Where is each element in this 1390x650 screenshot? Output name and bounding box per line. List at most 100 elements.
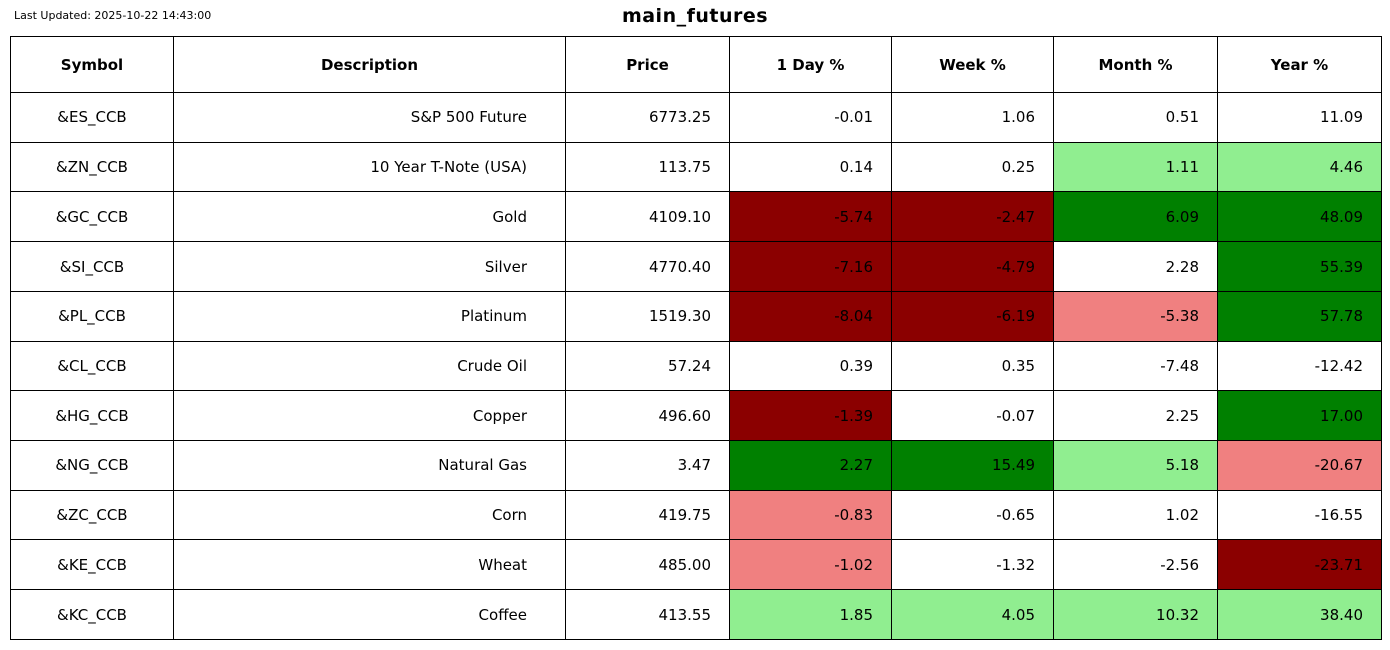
pct-cell-year: -23.71 [1217, 539, 1382, 591]
table-row: &SI_CCB Silver 4770.40 -7.16 -4.79 2.28 55.39 [10, 241, 1382, 292]
pct-cell-week: 4.05 [891, 589, 1054, 640]
price-cell: 57.24 [565, 340, 730, 392]
symbol-cell: &NG_CCB [10, 440, 174, 491]
pct-cell-month: -2.56 [1053, 539, 1218, 591]
pct-cell-year: 4.46 [1217, 141, 1382, 193]
price-cell: 6773.25 [565, 92, 730, 143]
pct-cell-year: 17.00 [1217, 390, 1382, 442]
pct-cell-week: -2.47 [891, 191, 1054, 243]
table-row: &ZC_CCB Corn 419.75 -0.83 -0.65 1.02 -16.55 [10, 489, 1382, 541]
symbol-cell: &ES_CCB [10, 92, 174, 143]
pct-cell-week: 1.06 [891, 92, 1054, 143]
symbol-cell: &CL_CCB [10, 340, 174, 392]
pct-cell-month: 6.09 [1053, 191, 1218, 243]
description-cell: Corn [173, 489, 566, 541]
pct-cell-1day: -7.16 [729, 241, 892, 292]
table-row: &ZN_CCB 10 Year T-Note (USA) 113.75 0.14 0.2… [10, 141, 1382, 193]
symbol-cell: &ZN_CCB [10, 141, 174, 193]
pct-cell-week: 0.25 [891, 141, 1054, 193]
price-cell: 485.00 [565, 539, 730, 591]
price-cell: 496.60 [565, 390, 730, 442]
table-row: &PL_CCB Platinum 1519.30 -8.04 -6.19 -5.38 57.… [10, 290, 1382, 342]
pct-cell-year: -12.42 [1217, 340, 1382, 392]
pct-cell-month: 10.32 [1053, 589, 1218, 640]
price-cell: 3.47 [565, 440, 730, 491]
pct-cell-month: 0.51 [1053, 92, 1218, 143]
pct-cell-week: 15.49 [891, 440, 1054, 491]
pct-cell-year: 11.09 [1217, 92, 1382, 143]
symbol-cell: &ZC_CCB [10, 489, 174, 541]
description-cell: Platinum [173, 290, 566, 342]
pct-cell-month: 2.28 [1053, 241, 1218, 292]
symbol-cell: &PL_CCB [10, 290, 174, 342]
pct-cell-1day: -5.74 [729, 191, 892, 243]
pct-cell-week: -4.79 [891, 241, 1054, 292]
column-header-1-day: 1 Day % [729, 36, 892, 93]
pct-cell-week: 0.35 [891, 340, 1054, 392]
column-header-year: Year % [1217, 36, 1382, 93]
column-header-symbol: Symbol [10, 36, 174, 93]
pct-cell-month: -5.38 [1053, 290, 1218, 342]
pct-cell-year: 38.40 [1217, 589, 1382, 640]
pct-cell-month: 2.25 [1053, 390, 1218, 442]
pct-cell-1day: -1.39 [729, 390, 892, 442]
price-cell: 1519.30 [565, 290, 730, 342]
symbol-cell: &SI_CCB [10, 241, 174, 292]
price-cell: 113.75 [565, 141, 730, 193]
pct-cell-year: 57.78 [1217, 290, 1382, 342]
pct-cell-1day: -0.01 [729, 92, 892, 143]
pct-cell-month: 1.02 [1053, 489, 1218, 541]
pct-cell-month: 5.18 [1053, 440, 1218, 491]
pct-cell-year: -16.55 [1217, 489, 1382, 541]
table-body: &ES_CCB S&P 500 Future 6773.25 -0.01 1.06 0.5… [10, 92, 1382, 640]
column-header-week: Week % [891, 36, 1054, 93]
column-header-month: Month % [1053, 36, 1218, 93]
futures-table: Symbol Description Price 1 Day % Week % Month… [10, 36, 1382, 640]
pct-cell-1day: 0.39 [729, 340, 892, 392]
pct-cell-month: 1.11 [1053, 141, 1218, 193]
page-title: main_futures [621, 5, 769, 27]
table-row: &NG_CCB Natural Gas 3.47 2.27 15.49 5.18 -20.6… [10, 440, 1382, 491]
symbol-cell: &GC_CCB [10, 191, 174, 243]
header-row: Symbol Description Price 1 Day % Week % Month… [10, 36, 1382, 93]
pct-cell-1day: -0.83 [729, 489, 892, 541]
column-header-price: Price [565, 36, 730, 93]
pct-cell-1day: 0.14 [729, 141, 892, 193]
last-updated-label: Last Updated: 2025-10-22 14:43:00 [14, 9, 212, 22]
description-cell: Crude Oil [173, 340, 566, 392]
description-cell: Copper [173, 390, 566, 442]
pct-cell-1day: 1.85 [729, 589, 892, 640]
table-row: &KC_CCB Coffee 413.55 1.85 4.05 10.32 38.40 [10, 589, 1382, 640]
description-cell: 10 Year T-Note (USA) [173, 141, 566, 193]
table-row: &HG_CCB Copper 496.60 -1.39 -0.07 2.25 17.00 [10, 390, 1382, 442]
pct-cell-week: -0.07 [891, 390, 1054, 442]
pct-cell-month: -7.48 [1053, 340, 1218, 392]
description-cell: Silver [173, 241, 566, 292]
description-cell: S&P 500 Future [173, 92, 566, 143]
pct-cell-1day: -1.02 [729, 539, 892, 591]
pct-cell-1day: -8.04 [729, 290, 892, 342]
description-cell: Coffee [173, 589, 566, 640]
symbol-cell: &KC_CCB [10, 589, 174, 640]
pct-cell-week: -0.65 [891, 489, 1054, 541]
table-row: &GC_CCB Gold 4109.10 -5.74 -2.47 6.09 48.09 [10, 191, 1382, 243]
pct-cell-year: 48.09 [1217, 191, 1382, 243]
pct-cell-1day: 2.27 [729, 440, 892, 491]
price-cell: 419.75 [565, 489, 730, 541]
pct-cell-week: -6.19 [891, 290, 1054, 342]
price-cell: 413.55 [565, 589, 730, 640]
column-header-description: Description [173, 36, 566, 93]
table-row: &KE_CCB Wheat 485.00 -1.02 -1.32 -2.56 -23.71 [10, 539, 1382, 591]
table-row: &CL_CCB Crude Oil 57.24 0.39 0.35 -7.48 -12.42 [10, 340, 1382, 392]
symbol-cell: &HG_CCB [10, 390, 174, 442]
table-row: &ES_CCB S&P 500 Future 6773.25 -0.01 1.06 0.5… [10, 92, 1382, 143]
pct-cell-year: -20.67 [1217, 440, 1382, 491]
description-cell: Natural Gas [173, 440, 566, 491]
price-cell: 4770.40 [565, 241, 730, 292]
pct-cell-year: 55.39 [1217, 241, 1382, 292]
pct-cell-week: -1.32 [891, 539, 1054, 591]
price-cell: 4109.10 [565, 191, 730, 243]
symbol-cell: &KE_CCB [10, 539, 174, 591]
description-cell: Gold [173, 191, 566, 243]
